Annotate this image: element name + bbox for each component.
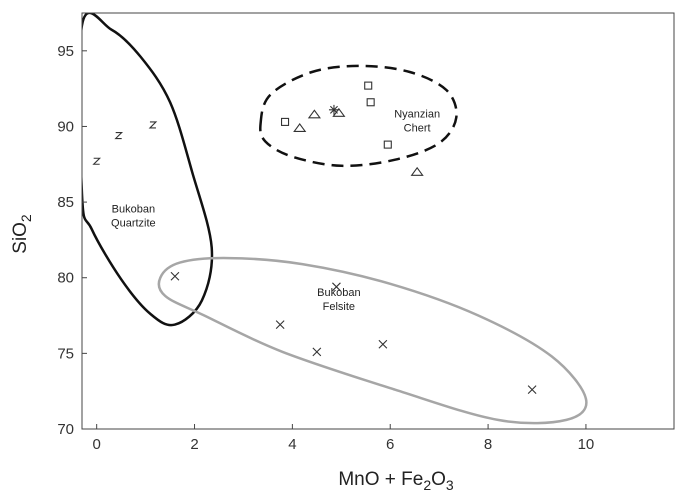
x-tick-label: 10: [578, 436, 595, 453]
region-label: Bukoban: [317, 287, 360, 299]
x-tick-label: 6: [386, 436, 394, 453]
region-label: Chert: [404, 122, 431, 134]
region-labels: Bukoban Quartzite Nyanzian Chert Bukoban Fels…: [111, 108, 440, 313]
y-tick-label: 75: [57, 345, 74, 362]
data-point-z: [148, 121, 158, 129]
region-outlines: [82, 13, 588, 425]
data-point-z: [92, 157, 102, 165]
y-axis-ticks: 70 75 80 85 90 95: [57, 43, 87, 438]
x-tick-label: 4: [288, 436, 296, 453]
data-point-square: [280, 117, 290, 126]
plot-frame: [81, 12, 675, 430]
x-axis-ticks: 0 2 4 6 8 10: [93, 424, 595, 453]
region-label: Quartzite: [111, 218, 156, 230]
y-axis-title: SiO2: [10, 214, 34, 254]
data-point-x: [332, 282, 341, 292]
data-point-z: [114, 131, 124, 140]
region-label: Nyanzian: [394, 108, 440, 120]
data-point-square: [383, 140, 392, 149]
data-point-x: [170, 271, 180, 281]
x-tick-label: 8: [484, 436, 492, 453]
y-tick-label: 90: [57, 118, 74, 135]
region-outline-1: [259, 64, 458, 168]
data-point-square: [366, 98, 375, 107]
x-tick-label: 2: [190, 436, 198, 453]
data-point-square: [364, 81, 373, 90]
data-point-triangle: [293, 123, 307, 133]
data-point-triangle: [410, 166, 424, 176]
y-tick-label: 70: [57, 421, 74, 438]
region-label: Bukoban: [112, 204, 155, 216]
y-tick-label: 85: [57, 194, 74, 211]
data-point-x: [378, 339, 388, 349]
data-markers: [92, 81, 537, 395]
data-point-x: [275, 320, 285, 330]
data-point-triangle: [307, 109, 321, 119]
x-axis-title: MnO + Fe2O3: [338, 469, 454, 492]
y-tick-label: 95: [57, 43, 74, 60]
y-tick-label: 80: [57, 270, 74, 287]
data-point-x: [527, 385, 537, 395]
data-point-asterisk: [328, 104, 339, 115]
region-label: Felsite: [323, 301, 355, 313]
data-point-x: [312, 347, 322, 357]
region-outline-0: [82, 13, 214, 327]
region-outline-2: [157, 256, 588, 425]
x-tick-label: 0: [93, 436, 101, 453]
